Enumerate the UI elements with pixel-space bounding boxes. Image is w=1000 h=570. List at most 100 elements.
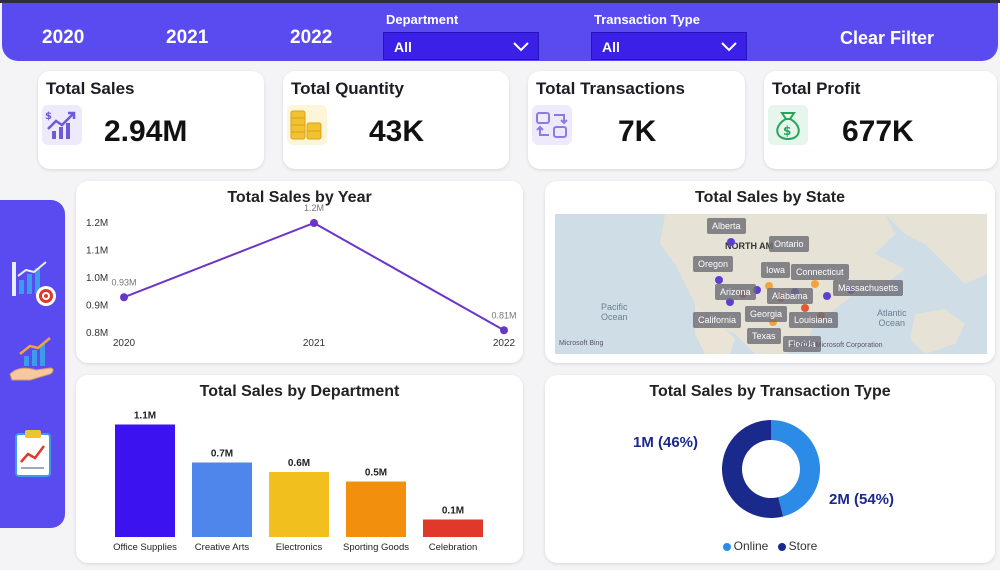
legend-swatch bbox=[777, 542, 786, 551]
sales-by-year-card: Total Sales by Year 0.8M 0.9M 1.0M 1.1M 1.2M… bbox=[76, 181, 523, 363]
ocean-label-pacific: Pacific Ocean bbox=[601, 302, 628, 322]
x-tick-label: 2021 bbox=[303, 338, 326, 349]
donut-slice[interactable] bbox=[771, 420, 820, 517]
department-dropdown[interactable]: All bbox=[383, 32, 539, 60]
y-tick-label: 1.1M bbox=[86, 246, 108, 257]
kpi-title: Total Sales bbox=[46, 79, 135, 98]
bar[interactable] bbox=[346, 481, 406, 538]
state-label[interactable]: Alabama bbox=[767, 288, 813, 304]
map-dot[interactable] bbox=[753, 286, 761, 294]
kpi-value: 7K bbox=[618, 115, 657, 148]
bar[interactable] bbox=[269, 472, 329, 537]
data-label: 0.5M bbox=[365, 468, 387, 479]
y-tick-label: 0.8M bbox=[86, 328, 108, 339]
state-label[interactable]: Iowa bbox=[761, 262, 791, 278]
map-copyright: © 2023 Microsoft Corporation bbox=[791, 342, 883, 349]
chevron-down-icon bbox=[721, 42, 737, 52]
sales-growth-icon: $ bbox=[42, 105, 82, 145]
state-label[interactable]: Louisiana bbox=[789, 312, 838, 328]
sales-by-department-chart: 1.1M Office Supplies 0.7M Creative Arts 0.6M… bbox=[113, 411, 483, 553]
data-point[interactable] bbox=[120, 293, 128, 302]
category-label: Sporting Goods bbox=[343, 542, 409, 553]
state-label[interactable]: Connecticut bbox=[791, 264, 849, 280]
year-button-2020[interactable]: 2020 bbox=[42, 27, 85, 48]
legend-item-store[interactable]: Store bbox=[777, 539, 818, 553]
state-label[interactable]: California bbox=[693, 312, 742, 328]
map-dot[interactable] bbox=[726, 298, 734, 306]
bar[interactable] bbox=[192, 462, 252, 538]
state-label[interactable]: Oregon bbox=[693, 256, 734, 272]
data-label: 0.6M bbox=[288, 458, 310, 469]
state-label[interactable]: Massachusetts bbox=[833, 280, 904, 296]
data-point[interactable] bbox=[310, 219, 318, 227]
data-label: 1.1M bbox=[134, 411, 156, 422]
kpi-value: 677K bbox=[842, 115, 914, 148]
nav-sidebar bbox=[0, 200, 65, 528]
transaction-type-dropdown[interactable]: All bbox=[591, 32, 747, 60]
chart-title: Total Sales by State bbox=[695, 189, 845, 206]
state-label[interactable]: Ontario bbox=[769, 236, 809, 252]
state-label[interactable]: Arizona bbox=[715, 284, 756, 300]
state-label[interactable]: Florida bbox=[783, 336, 821, 352]
year-button-2021[interactable]: 2021 bbox=[166, 27, 209, 48]
kpi-card-total-sales: Total Sales $ 2.94M bbox=[38, 71, 264, 169]
sales-by-year-chart: 0.8M 0.9M 1.0M 1.1M 1.2M 0.93M 2020 1.2M 2021 0.8… bbox=[86, 203, 517, 349]
sales-by-transaction-type-card: Total Sales by Transaction Type 1M (46%)… bbox=[545, 375, 995, 563]
donut-slice[interactable] bbox=[721, 420, 784, 518]
map-dot[interactable] bbox=[715, 276, 723, 284]
map-dot[interactable] bbox=[811, 280, 819, 288]
map-dot[interactable] bbox=[769, 318, 777, 326]
transaction-icon bbox=[532, 105, 572, 145]
kpi-card-total-transactions: Total Transactions 7K bbox=[528, 71, 745, 169]
data-label: 2M (54%) bbox=[829, 491, 894, 508]
transaction-type-label: Transaction Type bbox=[594, 12, 700, 27]
filter-header: 2020 2021 2022 Department All Transactio… bbox=[2, 3, 998, 61]
chart-title: Total Sales by Transaction Type bbox=[649, 383, 891, 400]
map-dot[interactable] bbox=[823, 292, 831, 300]
map-dot[interactable] bbox=[801, 304, 809, 312]
analytics-target-icon[interactable] bbox=[6, 256, 60, 310]
sales-by-transaction-type-chart: 1M (46%) 2M (54%) bbox=[633, 420, 894, 518]
legend-swatch bbox=[722, 542, 731, 551]
donut-legend: Online Store bbox=[545, 539, 995, 553]
coin-stack-icon bbox=[287, 105, 327, 145]
report-clipboard-icon[interactable] bbox=[6, 426, 60, 480]
clear-filter-button[interactable]: Clear Filter bbox=[840, 28, 935, 48]
svg-text:$: $ bbox=[783, 124, 791, 138]
state-label[interactable]: Alberta bbox=[707, 218, 746, 234]
year-button-2022[interactable]: 2022 bbox=[290, 27, 333, 48]
series-line bbox=[123, 221, 505, 332]
kpi-value: 2.94M bbox=[104, 115, 188, 148]
bar[interactable] bbox=[423, 519, 483, 538]
region-label: NORTH AM bbox=[725, 241, 774, 251]
kpi-title: Total Quantity bbox=[291, 79, 405, 98]
data-label: 0.93M bbox=[111, 277, 136, 287]
kpi-title: Total Profit bbox=[772, 79, 861, 98]
state-label[interactable]: Texas bbox=[747, 328, 781, 344]
chevron-down-icon bbox=[513, 42, 529, 52]
ocean-label-atlantic: Atlantic Ocean bbox=[877, 308, 907, 328]
kpi-title: Total Transactions bbox=[536, 79, 685, 98]
data-label: 0.7M bbox=[211, 449, 233, 460]
department-value: All bbox=[394, 39, 412, 55]
category-label: Office Supplies bbox=[113, 542, 177, 553]
data-point[interactable] bbox=[500, 326, 508, 335]
sales-by-department-card: Total Sales by Department 1.1M Office Sup… bbox=[76, 375, 523, 563]
y-tick-label: 1.2M bbox=[86, 218, 108, 229]
x-tick-label: 2020 bbox=[113, 338, 136, 349]
state-map[interactable]: NORTH AM Pacific Ocean Atlantic Ocean Al… bbox=[555, 214, 987, 354]
legend-label: Store bbox=[788, 539, 818, 553]
map-dot[interactable] bbox=[727, 238, 735, 246]
sales-by-state-card: Total Sales by State NORTH AM Pacific Oc… bbox=[545, 181, 995, 363]
category-label: Creative Arts bbox=[195, 542, 250, 553]
state-label[interactable]: Georgia bbox=[745, 306, 788, 322]
category-label: Electronics bbox=[276, 542, 323, 553]
bar[interactable] bbox=[115, 424, 175, 538]
hand-growth-icon[interactable] bbox=[6, 334, 60, 388]
legend-item-online[interactable]: Online bbox=[722, 539, 768, 553]
map-dot[interactable] bbox=[765, 282, 773, 290]
data-label: 1.2M bbox=[304, 203, 324, 213]
x-tick-label: 2022 bbox=[493, 338, 516, 349]
map-attribution: Microsoft Bing bbox=[559, 340, 604, 347]
chart-title: Total Sales by Year bbox=[227, 189, 372, 206]
